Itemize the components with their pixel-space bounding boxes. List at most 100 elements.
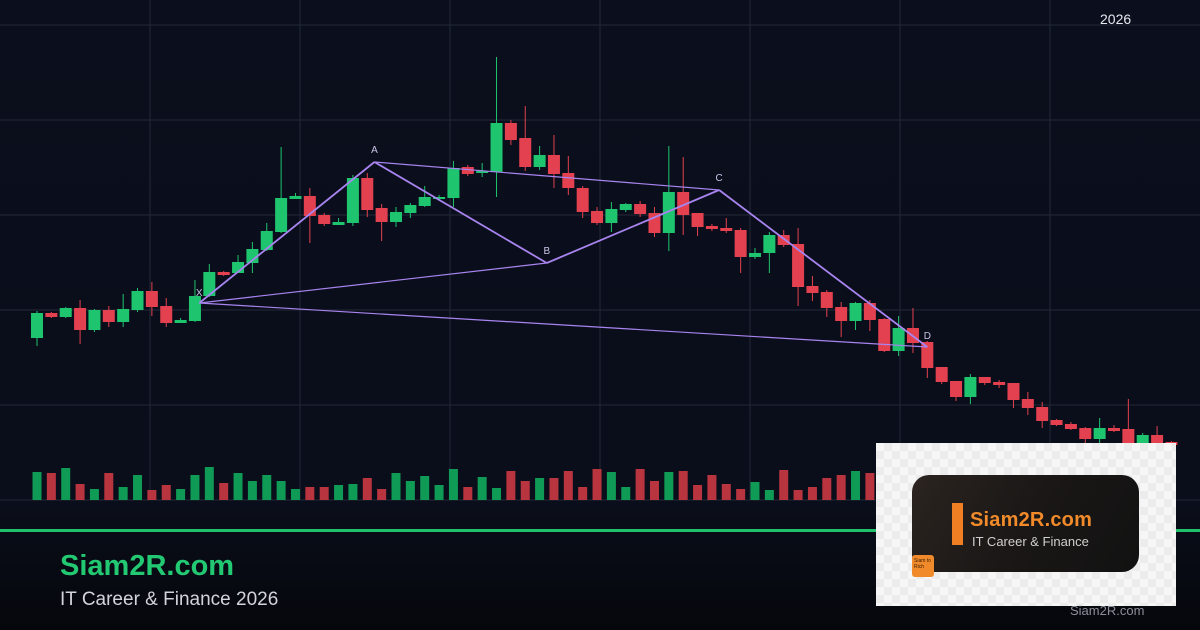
volume-bar (592, 469, 602, 500)
candle (849, 302, 862, 330)
candle-body (174, 320, 187, 323)
volume-bar (61, 468, 71, 500)
volume-bar (448, 469, 458, 500)
candle-body (591, 211, 604, 223)
volume-bar (822, 478, 832, 500)
candle (720, 218, 733, 233)
candle (950, 381, 963, 401)
candle (792, 228, 805, 306)
volume-bar (721, 484, 731, 500)
volume-bar (147, 490, 157, 500)
candle-body (361, 178, 374, 210)
candle-body (1122, 429, 1135, 445)
candle-body (705, 226, 718, 229)
volume-bars (32, 467, 875, 500)
candle-body (519, 138, 532, 167)
candle-body (749, 253, 761, 257)
volume-bar (549, 478, 559, 500)
pattern-leg-thin (199, 262, 547, 304)
volume-bar (492, 488, 502, 500)
candle (1093, 418, 1106, 443)
candle-body (1064, 424, 1077, 429)
volume-bar (678, 471, 688, 500)
candle (361, 173, 374, 217)
volume-bar (233, 473, 243, 500)
candle-body (289, 196, 302, 199)
candle (921, 341, 934, 378)
volume-bar (262, 475, 272, 500)
candle (993, 380, 1006, 388)
pattern-leg (374, 161, 548, 264)
candle-body (892, 328, 905, 351)
candle-body (31, 313, 43, 338)
volume-bar (851, 471, 861, 500)
volume-bar (506, 471, 516, 500)
candle-body (1093, 428, 1106, 439)
candle (203, 264, 216, 297)
volume-bar (219, 483, 229, 500)
candle (232, 255, 245, 273)
candle-body (1036, 407, 1049, 421)
candle (45, 312, 58, 318)
candle (346, 175, 359, 226)
candle-body (835, 307, 848, 321)
volume-bar (535, 478, 545, 500)
candle (145, 282, 158, 316)
candle-body (45, 313, 58, 317)
volume-bar (247, 481, 257, 500)
candle-body (447, 168, 460, 198)
candle-body (1079, 428, 1092, 439)
volume-bar (649, 481, 659, 500)
watermark: Siam2R.com (1070, 603, 1145, 618)
accent-divider (0, 529, 1200, 532)
volume-bar (578, 487, 588, 500)
candle-body (763, 235, 776, 253)
volume-bar (118, 487, 128, 500)
volume-bar (707, 475, 717, 500)
candle (1151, 426, 1164, 445)
candle (878, 318, 891, 352)
candle-body (217, 272, 230, 275)
pattern-leg (718, 189, 928, 348)
volume-bar (477, 477, 487, 500)
candle (1007, 383, 1020, 408)
volume-bar (319, 487, 329, 500)
candle-body (59, 308, 72, 317)
candle-body (576, 188, 589, 212)
candle (504, 120, 517, 145)
volume-bar (348, 484, 358, 500)
volume-bar (664, 472, 674, 500)
candle (547, 135, 560, 188)
candle (619, 203, 632, 212)
volume-bar (46, 473, 56, 500)
candle (260, 223, 273, 251)
candle (863, 300, 876, 331)
candle (390, 207, 402, 227)
candle (303, 188, 316, 243)
candle-body (547, 155, 560, 174)
candle (576, 186, 589, 218)
candle (806, 276, 819, 301)
candle-body (102, 310, 115, 322)
candle (102, 306, 115, 327)
volume-bar (32, 472, 42, 500)
candle-body (203, 272, 216, 296)
volume-bar (391, 473, 401, 500)
volume-bar (635, 469, 645, 500)
candles (31, 57, 1178, 446)
candle-body (993, 382, 1006, 385)
candle (88, 309, 101, 332)
candle (820, 290, 833, 317)
candle (734, 228, 747, 273)
candle-body (318, 215, 331, 224)
volume-bar (463, 487, 473, 500)
candle (691, 213, 704, 236)
volume-bar (807, 487, 817, 500)
candle (476, 163, 489, 177)
volume-bar (176, 489, 186, 500)
candle (375, 204, 388, 241)
candle-body (820, 292, 833, 308)
candle-body (878, 319, 891, 351)
candle-body (691, 213, 704, 227)
volume-bar (606, 472, 616, 500)
